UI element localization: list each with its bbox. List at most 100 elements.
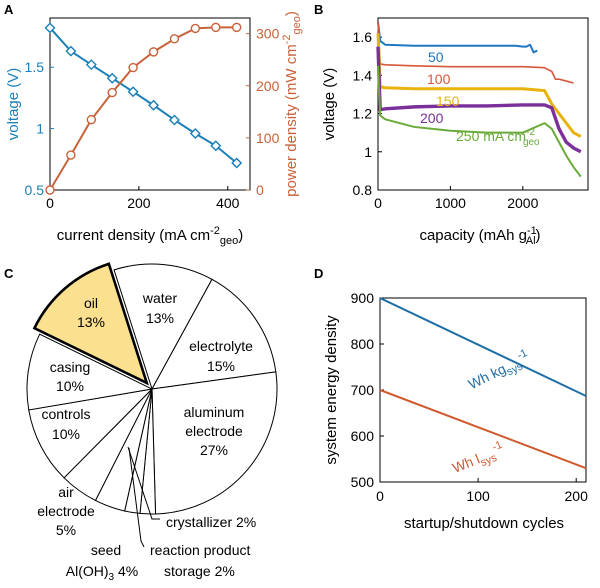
panel-a-power-point <box>66 150 76 160</box>
panel-a-power-point <box>211 22 221 33</box>
panel-b-ytick-label: 1 <box>364 144 372 160</box>
leader-crystallizer <box>127 446 160 520</box>
panel-d-xtick-label: 100 <box>466 488 490 504</box>
panel-a-ytick-label: 1.5 <box>25 59 45 75</box>
panel-b-label-150: 150 <box>436 93 460 109</box>
pie-label-crystallizer: crystallizer 2% <box>166 514 256 530</box>
panel-d-label-whl: Wh lsys-1 <box>449 439 508 480</box>
panel-a-y2tick-label: 0 <box>256 182 264 198</box>
panel-letter-d: D <box>314 266 323 281</box>
pie-label-controls: controls <box>41 406 90 422</box>
panel-b-ytick-label: 1.4 <box>353 67 373 83</box>
panel-a-ytick-label: 0.5 <box>25 182 45 198</box>
panel-d-ylabel: system energy density <box>323 315 340 465</box>
panel-a-power-point <box>128 62 138 73</box>
panel-a-power-point <box>190 23 201 34</box>
panel-a-xtick-label: 0 <box>46 195 54 211</box>
panel-b-ylabel: voltage (V) <box>321 68 338 141</box>
pie-pct-casing: 10% <box>56 378 84 394</box>
panel-a-voltage-point <box>210 140 222 152</box>
panel-b-series-line <box>377 65 582 178</box>
pie-label-electrolyte: electrolyte <box>189 338 253 354</box>
panel-a-power-line <box>49 26 237 191</box>
pie-label-air-2: electrode <box>37 503 95 519</box>
panel-d-series-line <box>379 297 587 397</box>
panel-b-xtick-label: 1000 <box>435 195 466 211</box>
leader-reaction <box>128 447 145 548</box>
panel-b-series-line <box>376 46 582 154</box>
panel-d-xtick-label: 200 <box>565 488 589 504</box>
panel-a-power-point <box>86 114 97 125</box>
pie-label-aluminum: aluminum <box>184 404 245 420</box>
panel-d-frame <box>379 297 587 483</box>
pie-slice <box>32 262 149 386</box>
pie-pct-controls: 10% <box>52 426 80 442</box>
panel-d-ytick-label: 700 <box>351 382 375 398</box>
panel-d-ytick-label: 500 <box>351 474 375 490</box>
panel-b-series-line <box>377 21 538 54</box>
panel-b-series-line <box>376 33 582 138</box>
panel-letter-c: C <box>4 266 14 281</box>
pie-slice <box>26 333 154 411</box>
panel-d-ytick-label: 600 <box>351 428 375 444</box>
panel-b-series-line <box>377 21 574 84</box>
panel-a-y2label: power density (mW cm-2geo) <box>281 11 303 197</box>
panel-a-ytick-label: 1 <box>36 121 44 137</box>
pie-slice <box>113 263 213 391</box>
panel-a-xtick-label: 400 <box>216 195 240 211</box>
panel-a-power-point <box>45 185 55 195</box>
pie-pct-oil: 13% <box>77 314 105 330</box>
pie-slice <box>28 388 154 479</box>
panel-a-xlabel: current density (mA cm-2geo) <box>57 225 244 247</box>
panel-b-label-250: 250 mA cm-2 geo <box>456 127 540 148</box>
panel-b-xtick-label: 0 <box>374 195 382 211</box>
pie-pct-aluminum: 27% <box>200 442 228 458</box>
panel-a-voltage-point <box>189 127 201 139</box>
pie-label-aluminum-2: electrode <box>185 423 243 439</box>
panel-a-voltage-point <box>168 114 180 126</box>
pie-label-casing: casing <box>50 359 90 375</box>
panel-a-voltage-point <box>106 72 118 84</box>
panel-letter-a: A <box>4 2 14 17</box>
panel-a-power-point <box>148 47 159 57</box>
pie-slice <box>151 371 278 515</box>
pie-slice <box>151 278 277 390</box>
panel-b-ytick-label: 1.2 <box>353 106 373 122</box>
panel-d-ytick-label: 900 <box>351 290 375 306</box>
panel-a-power-point <box>107 87 117 98</box>
pie-pct-air: 5% <box>56 522 76 538</box>
panel-b-xtick-label: 2000 <box>507 195 538 211</box>
panel-a-voltage-point <box>44 22 56 34</box>
panel-a-power-point <box>231 22 242 33</box>
panel-a-voltage-point <box>65 45 77 57</box>
panel-a-chart: 0 200 400 0.5 1 1.5 0 100 200 300 voltage (V) pow… <box>5 11 303 247</box>
panel-b-frame <box>377 17 589 191</box>
panel-d-xlabel: startup/shutdown cycles <box>404 515 564 532</box>
panel-a-voltage-point <box>127 86 139 98</box>
panel-a-power-point <box>169 34 180 44</box>
panel-b-ytick-label: 1.6 <box>353 29 373 45</box>
panel-a-voltage-line <box>49 27 238 164</box>
pie-label-seed-2: Al(OH)3 4% <box>66 563 138 583</box>
panel-a-frame <box>49 17 251 191</box>
panel-d-series-line <box>379 389 587 470</box>
pie-pct-water: 13% <box>146 310 174 326</box>
panel-c-pie: oil 13% water 13% electrolyte 15% alumin… <box>26 262 278 583</box>
pie-label-seed: seed <box>91 542 121 558</box>
panel-b-label-200: 200 <box>420 110 444 126</box>
panel-letter-b: B <box>314 2 323 17</box>
pie-label-reaction-2: storage 2% <box>164 563 235 579</box>
panel-d-xtick-label: 0 <box>376 488 384 504</box>
panel-a-voltage-point <box>231 157 243 169</box>
panel-b-xlabel: capacity (mAh g-1 Al) <box>419 225 540 247</box>
panel-a-voltage-point <box>85 59 97 71</box>
panel-b-label-50: 50 <box>428 49 444 65</box>
panel-a-y2tick-label: 200 <box>256 78 280 94</box>
pie-label-reaction: reaction product <box>150 542 251 558</box>
pie-label-air: air <box>58 484 74 500</box>
panel-a-y2tick-label: 300 <box>256 26 280 42</box>
panel-b-ytick-label: 0.8 <box>353 182 373 198</box>
panel-a-voltage-point <box>148 99 160 111</box>
panel-d-ytick-label: 800 <box>351 336 375 352</box>
